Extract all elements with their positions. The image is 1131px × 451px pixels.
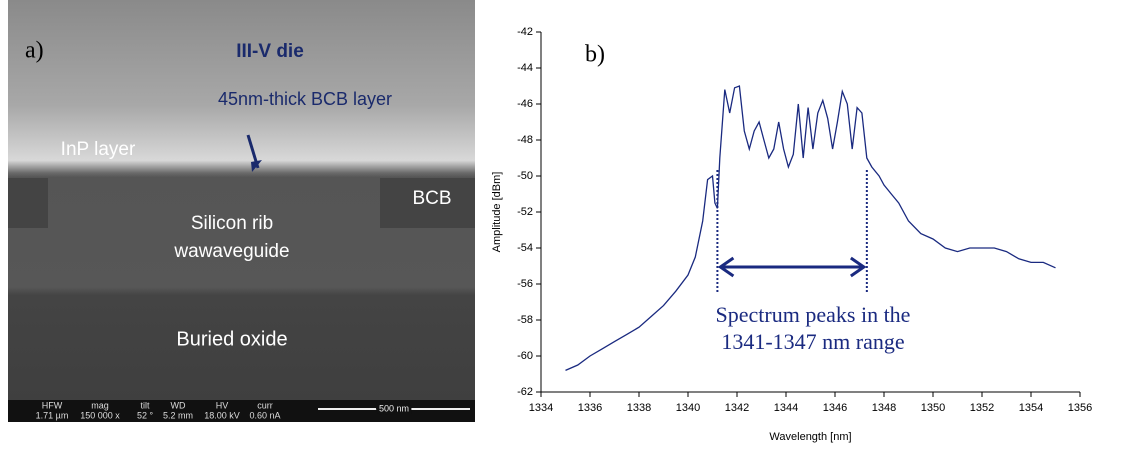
- sem-label: wawaveguide: [173, 241, 289, 262]
- arrow-head: [251, 160, 262, 172]
- x-tick-label: 1336: [578, 402, 602, 414]
- bcb-left: [8, 178, 48, 228]
- y-tick-label: -54: [517, 242, 533, 254]
- x-tick-label: 1346: [823, 402, 847, 414]
- scale-label: 500 nm: [379, 403, 409, 413]
- sem-label: InP layer: [61, 139, 136, 160]
- y-tick-label: -58: [517, 314, 533, 326]
- arrow-head: [717, 256, 735, 278]
- sem-label: 45nm-thick BCB layer: [218, 89, 392, 109]
- spectrum-line: [565, 85, 1056, 371]
- y-tick-label: -46: [517, 98, 533, 110]
- x-tick-label: 1334: [529, 402, 553, 414]
- info-value: 0.60 nA: [249, 410, 280, 420]
- info-name: HV: [216, 400, 229, 410]
- y-tick-label: -44: [517, 62, 533, 74]
- info-value: 52 °: [137, 410, 154, 420]
- info-name: WD: [171, 400, 186, 410]
- panel-label: a): [25, 38, 44, 64]
- annotation: 1341-1347 nm range: [721, 329, 904, 354]
- x-tick-label: 1340: [676, 402, 700, 414]
- x-tick-label: 1348: [872, 402, 896, 414]
- y-axis-label: Amplitude [dBm]: [491, 172, 503, 253]
- x-axis-label: Wavelength [nm]: [769, 431, 851, 443]
- sem-label: Buried oxide: [176, 328, 287, 350]
- sem-label: III-V die: [236, 41, 304, 62]
- info-name: curr: [257, 400, 273, 410]
- annotation: Spectrum peaks in the: [716, 302, 911, 327]
- y-tick-label: -48: [517, 134, 533, 146]
- info-name: mag: [91, 400, 109, 410]
- y-tick-label: -62: [517, 386, 533, 398]
- y-tick-label: -52: [517, 206, 533, 218]
- info-value: 150 000 x: [80, 410, 120, 420]
- sem-panel: [8, 0, 475, 422]
- x-tick-label: 1354: [1019, 402, 1043, 414]
- x-tick-label: 1350: [921, 402, 945, 414]
- sem-label: Silicon rib: [191, 213, 273, 234]
- x-tick-label: 1344: [774, 402, 798, 414]
- info-value: 18.00 kV: [204, 410, 240, 420]
- x-tick-label: 1356: [1068, 402, 1092, 414]
- y-tick-label: -42: [517, 26, 533, 38]
- info-bar: [8, 400, 475, 422]
- x-tick-label: 1342: [725, 402, 749, 414]
- info-value: 1.71 µm: [36, 410, 69, 420]
- info-name: HFW: [42, 400, 63, 410]
- info-name: tilt: [141, 400, 150, 410]
- sem-label: BCB: [412, 188, 451, 209]
- info-value: 5.2 mm: [163, 410, 193, 420]
- y-tick-label: -60: [517, 350, 533, 362]
- y-tick-label: -56: [517, 278, 533, 290]
- arrow-head: [849, 256, 867, 278]
- panel-label: b): [585, 42, 605, 68]
- y-tick-label: -50: [517, 170, 533, 182]
- bcb-right: [380, 178, 475, 228]
- x-tick-label: 1338: [627, 402, 651, 414]
- x-tick-label: 1352: [970, 402, 994, 414]
